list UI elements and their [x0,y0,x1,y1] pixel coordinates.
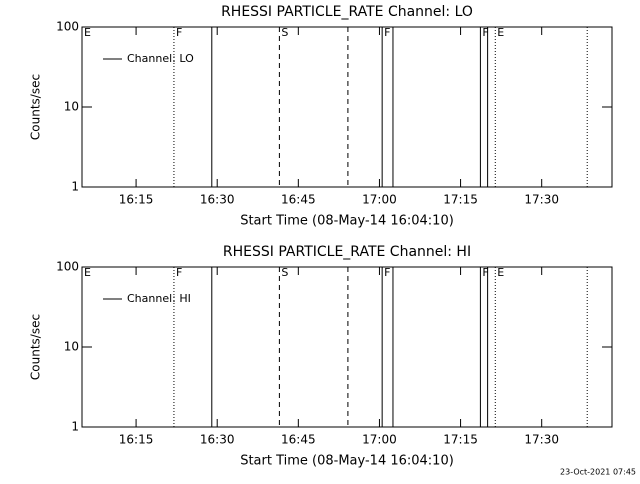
y-tick-label: 100 [56,260,79,274]
event-label: E [497,266,504,279]
event-label: F [482,26,488,39]
x-tick-label: 16:45 [281,193,316,207]
y-tick-label: 10 [64,100,79,114]
event-label: S [281,26,288,39]
footer: 23-Oct-2021 07:45 [560,468,636,477]
x-tick-label: 16:30 [200,433,235,447]
x-tick-label: 17:15 [443,433,478,447]
event-label: E [84,26,91,39]
event-label: E [84,266,91,279]
event-label: E [497,26,504,39]
x-tick-label: 17:30 [524,193,559,207]
plot-area [82,267,588,427]
y-tick-label: 100 [56,20,79,34]
x-axis-label: Start Time (08-May-14 16:04:10) [240,454,454,469]
y-tick-label: 10 [64,340,79,354]
x-tick-label: 16:45 [281,433,316,447]
x-tick-label: 17:00 [362,433,397,447]
x-tick-label: 17:00 [362,193,397,207]
x-tick-label: 17:30 [524,433,559,447]
x-tick-label: 16:30 [200,193,235,207]
x-axis-label: Start Time (08-May-14 16:04:10) [240,214,454,229]
chart-title: RHESSI PARTICLE_RATE Channel: LO [221,4,473,20]
x-tick-label: 16:15 [119,193,154,207]
y-tick-label: 1 [71,420,79,434]
plot-area [82,27,588,187]
event-label: F [482,266,488,279]
x-tick-label: 16:15 [119,433,154,447]
x-tick-label: 17:15 [443,193,478,207]
legend-label: Channel: LO [127,52,194,65]
y-axis-label: Counts/sec [29,314,43,380]
event-label: F [176,26,182,39]
legend-label: Channel: HI [127,292,191,305]
y-tick-label: 1 [71,180,79,194]
event-label: S [281,266,288,279]
event-label: F [384,26,390,39]
y-axis-label: Counts/sec [29,74,43,140]
event-label: F [176,266,182,279]
event-label: F [384,266,390,279]
chart-title: RHESSI PARTICLE_RATE Channel: HI [223,244,471,260]
